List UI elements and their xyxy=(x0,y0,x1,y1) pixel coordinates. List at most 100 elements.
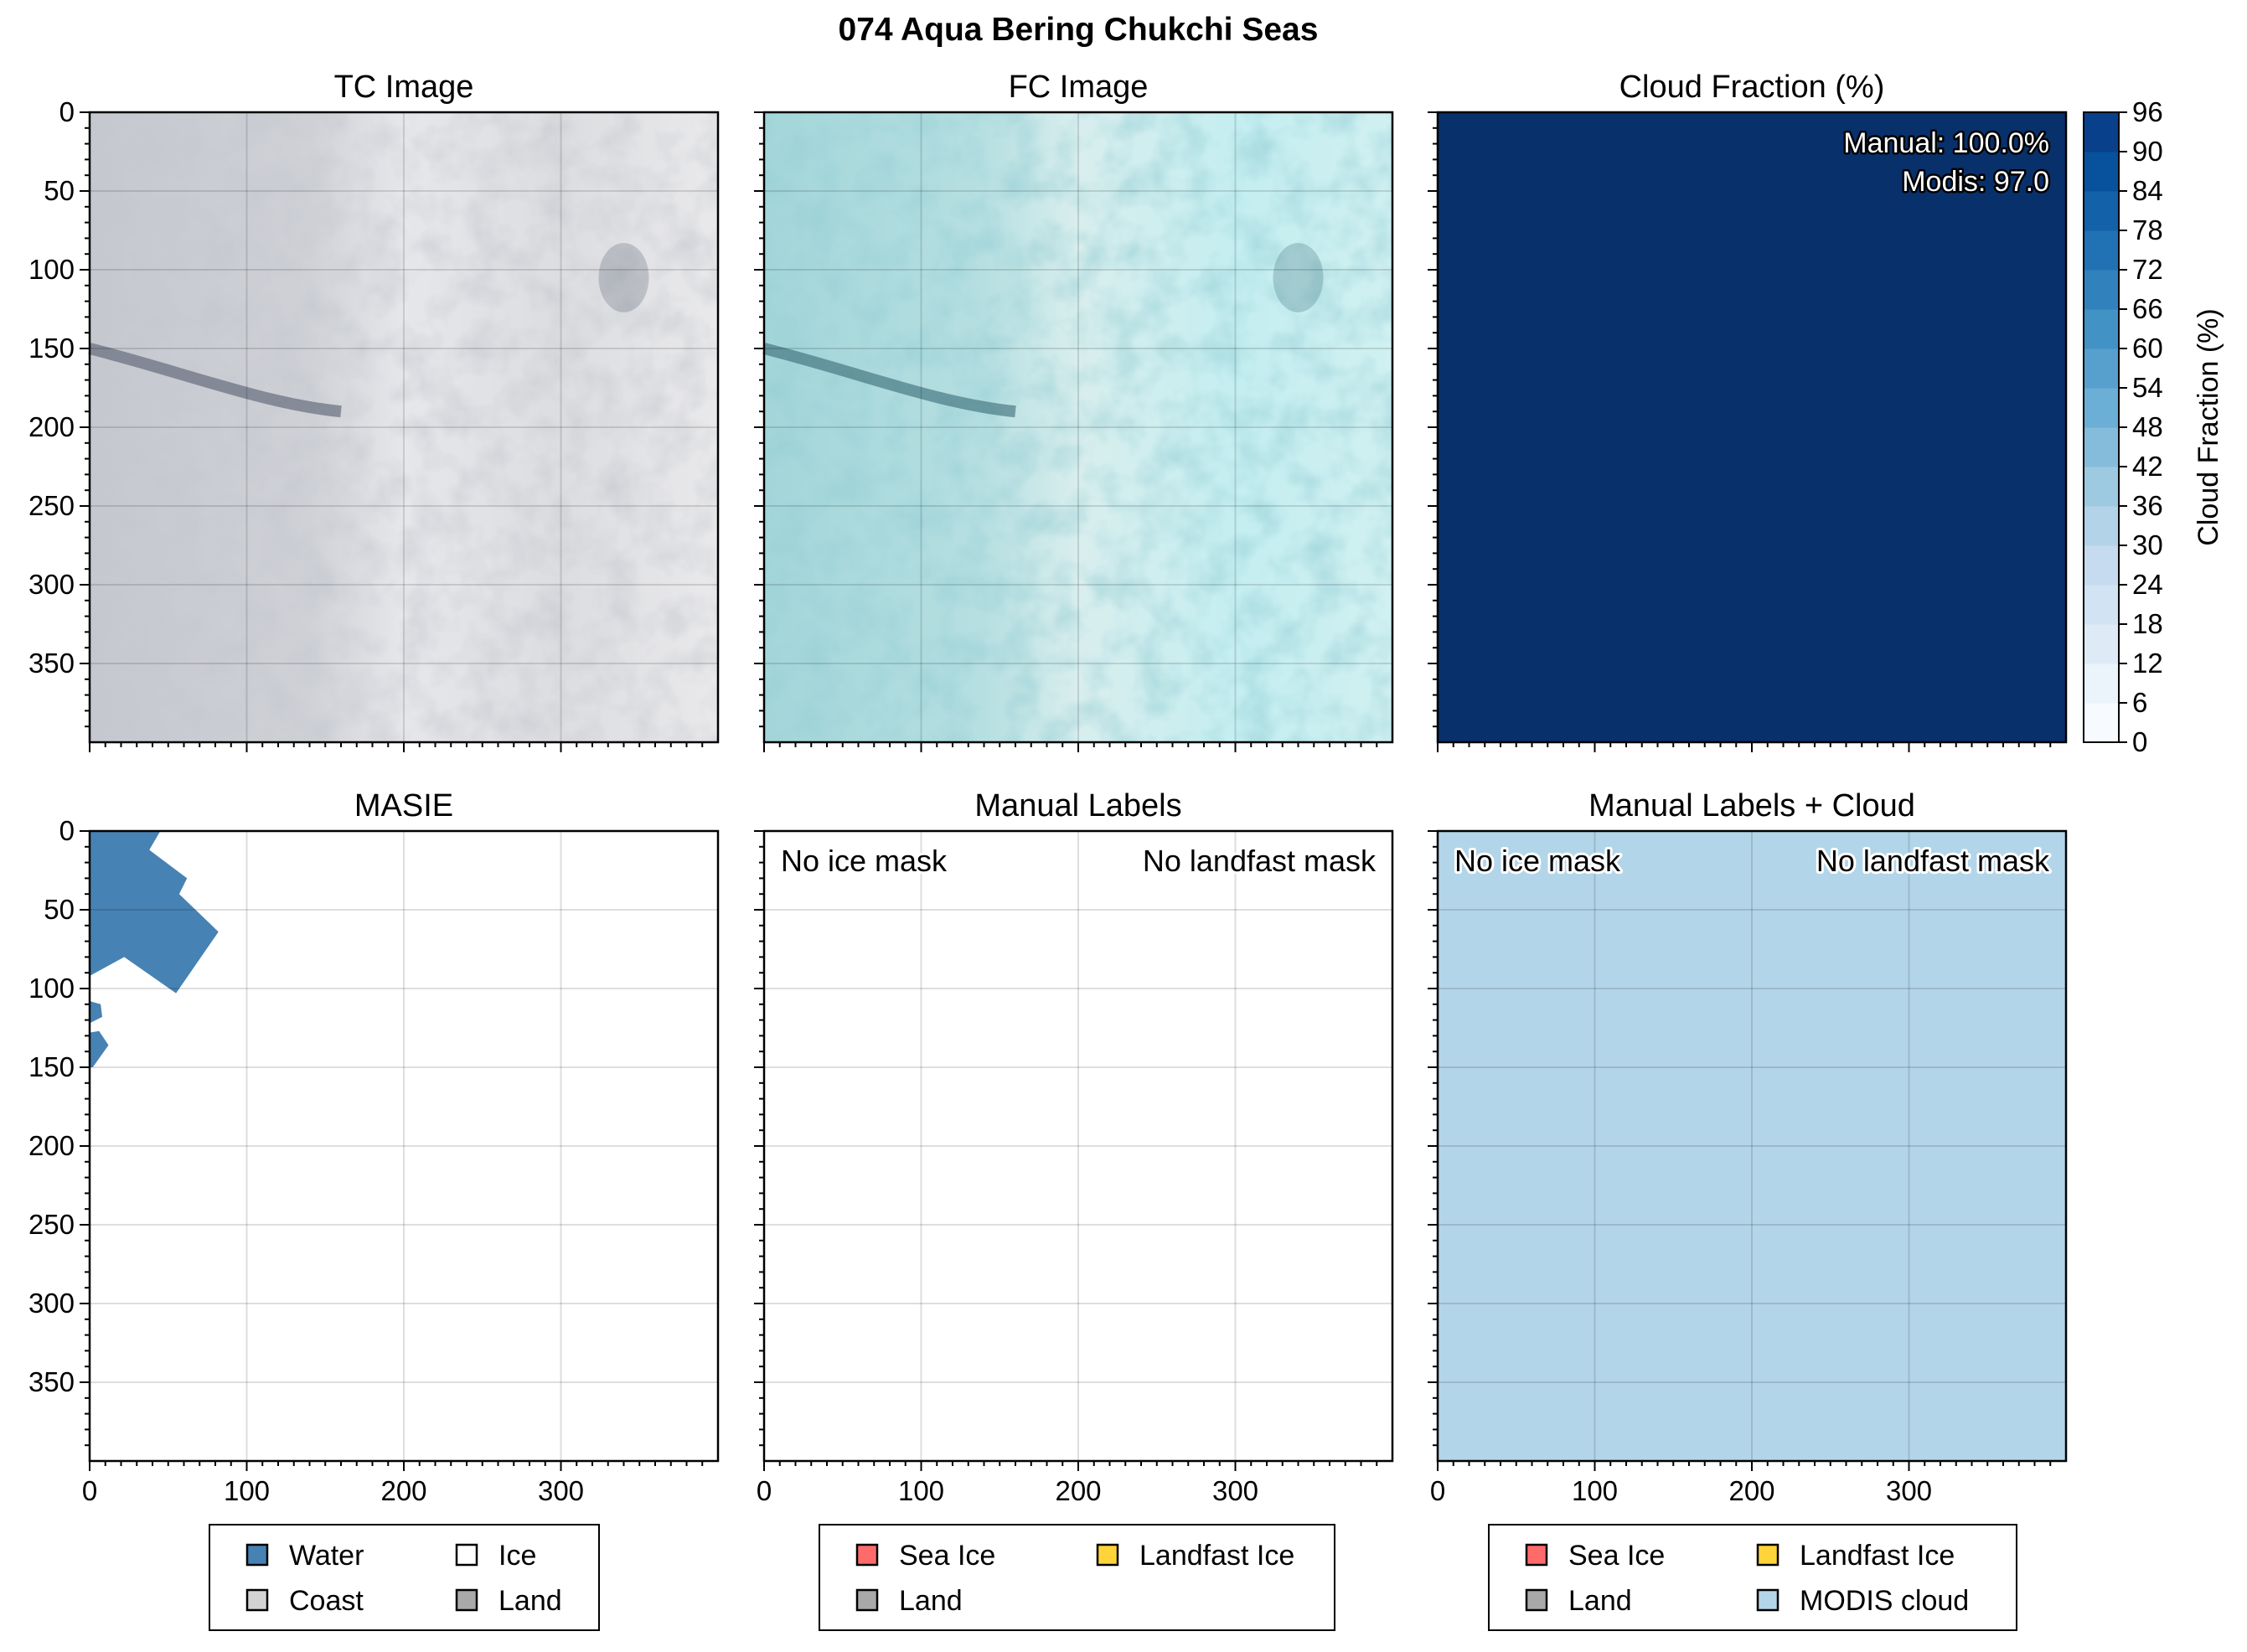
panel-title: Manual Labels + Cloud xyxy=(1588,788,1915,823)
colorbar-tick-label: 54 xyxy=(2132,372,2163,403)
legend-label: Ice xyxy=(498,1540,536,1572)
legend: Sea Ice Landfast Ice Land xyxy=(819,1524,1335,1631)
colorbar-segment xyxy=(2084,545,2119,586)
colorbar-segment xyxy=(2084,230,2119,271)
legend-swatch xyxy=(455,1543,478,1567)
legend-swatch xyxy=(1756,1543,1780,1567)
annotation-no-landfast-mask: No landfast mask xyxy=(1816,844,2050,878)
panel-title: FC Image xyxy=(1009,70,1149,105)
legend-swatch xyxy=(245,1588,269,1612)
panel-tc: TC Image 0 50 100 150 200 250 300 350 xyxy=(28,70,720,752)
modis-cloud-field xyxy=(1438,831,2066,1461)
x-tick-label: 300 xyxy=(538,1475,584,1506)
lead-streak xyxy=(762,343,1016,418)
panel-title: Cloud Fraction (%) xyxy=(1619,70,1885,105)
annotation-no-landfast-mask: No landfast mask xyxy=(1143,844,1377,878)
colorbar-tick-label: 36 xyxy=(2132,490,2163,521)
annotation-modis: Modis: 97.0 xyxy=(1902,166,2049,198)
x-tick-label: 200 xyxy=(1728,1475,1774,1506)
legend-box xyxy=(819,1524,1335,1631)
colorbar-tick-label: 6 xyxy=(2132,687,2147,718)
colorbar-segment xyxy=(2084,270,2119,310)
legend-label: Coast xyxy=(289,1585,364,1617)
y-tick-label: 150 xyxy=(28,1051,75,1082)
panel-masie: MASIE 0 50 100 150 200 250 300 350 0 100 200 300 Wate… xyxy=(28,788,720,1631)
colorbar-tick-label: 72 xyxy=(2132,254,2163,285)
y-tick-label: 250 xyxy=(28,490,75,521)
legend-box xyxy=(209,1524,600,1631)
panel-title: Manual Labels xyxy=(974,788,1181,823)
legend-swatch xyxy=(855,1543,879,1567)
colorbar-segment xyxy=(2084,348,2119,389)
panel-manual: Manual Labels 0 100 200 300 No ice mask No lan… xyxy=(754,788,1394,1631)
lead-streak xyxy=(88,343,342,418)
y-tick-label: 100 xyxy=(28,254,75,285)
legend-swatch xyxy=(1525,1588,1548,1612)
colorbar-segment xyxy=(2084,112,2119,152)
x-tick-label: 100 xyxy=(224,1475,270,1506)
y-tick-label: 200 xyxy=(28,1130,75,1161)
colorbar-label: Cloud Fraction (%) xyxy=(2193,308,2224,545)
colorbar-tick-label: 42 xyxy=(2132,451,2163,482)
annotation-no-ice-mask: No ice mask xyxy=(781,844,948,878)
y-tick-label: 350 xyxy=(28,1366,75,1397)
dark-patch xyxy=(1273,243,1324,312)
legend-label: Sea Ice xyxy=(1568,1540,1665,1572)
x-tick-label: 100 xyxy=(1572,1475,1618,1506)
colorbar-tick-label: 30 xyxy=(2132,529,2163,560)
colorbar-tick-label: 96 xyxy=(2132,96,2163,127)
x-tick-label: 0 xyxy=(1430,1475,1445,1506)
water-region xyxy=(90,1030,109,1067)
legend-label: Water xyxy=(289,1540,364,1572)
x-tick-label: 100 xyxy=(898,1475,944,1506)
panel-manualcloud: Manual Labels + Cloud 0 100 200 300 No ice ma… xyxy=(1428,788,2068,1631)
y-tick-label: 100 xyxy=(28,973,75,1004)
legend-label: Sea Ice xyxy=(899,1540,995,1572)
colorbar-segment xyxy=(2084,585,2119,625)
dark-patch xyxy=(598,243,649,312)
colorbar-tick-label: 78 xyxy=(2132,214,2163,245)
colorbar-segment xyxy=(2084,191,2119,231)
colorbar-segment xyxy=(2084,703,2119,743)
colorbar-segment xyxy=(2084,663,2119,704)
x-tick-label: 200 xyxy=(380,1475,426,1506)
colorbar-segment xyxy=(2084,506,2119,546)
x-tick-label: 200 xyxy=(1055,1475,1101,1506)
panel-fc: FC Image xyxy=(754,70,1394,752)
figure-title: 074 Aqua Bering Chukchi Seas xyxy=(839,12,1319,48)
y-tick-label: 0 xyxy=(59,96,75,127)
legend-label: Landfast Ice xyxy=(1800,1540,1955,1572)
y-tick-label: 350 xyxy=(28,648,75,679)
legend: Sea Ice Landfast Ice Land MODIS cloud xyxy=(1488,1524,2017,1631)
colorbar-segment xyxy=(2084,427,2119,467)
legend-swatch xyxy=(245,1543,269,1567)
colorbar-segment xyxy=(2084,467,2119,507)
x-tick-label: 0 xyxy=(82,1475,97,1506)
x-tick-label: 300 xyxy=(1212,1475,1258,1506)
legend-swatch xyxy=(1756,1588,1780,1612)
panel-title: TC Image xyxy=(334,70,474,105)
water-region xyxy=(90,831,219,994)
legend-label: Land xyxy=(1568,1585,1632,1617)
colorbar-segment xyxy=(2084,624,2119,664)
colorbar-tick-label: 84 xyxy=(2132,175,2163,206)
image-texture xyxy=(90,112,718,742)
cloud-fraction-field xyxy=(1438,112,2066,742)
legend-label: Land xyxy=(899,1585,963,1617)
legend-box xyxy=(1488,1524,2017,1631)
water-region xyxy=(90,1001,102,1024)
x-tick-label: 300 xyxy=(1886,1475,1932,1506)
y-tick-label: 50 xyxy=(44,175,75,206)
legend-swatch xyxy=(1525,1543,1548,1567)
legend-swatch xyxy=(1096,1543,1119,1567)
image-texture xyxy=(764,112,1392,742)
y-tick-label: 150 xyxy=(28,333,75,364)
legend-swatch xyxy=(455,1588,478,1612)
colorbar: 0 6 12 18 24 30 36 42 48 54 60 66 72 78 84 90 96 Cloud Fr… xyxy=(2083,96,2224,757)
legend: Water Ice Coast Land xyxy=(209,1524,600,1631)
legend-swatch xyxy=(855,1588,879,1612)
colorbar-tick-label: 0 xyxy=(2132,726,2147,757)
y-tick-label: 0 xyxy=(59,815,75,846)
